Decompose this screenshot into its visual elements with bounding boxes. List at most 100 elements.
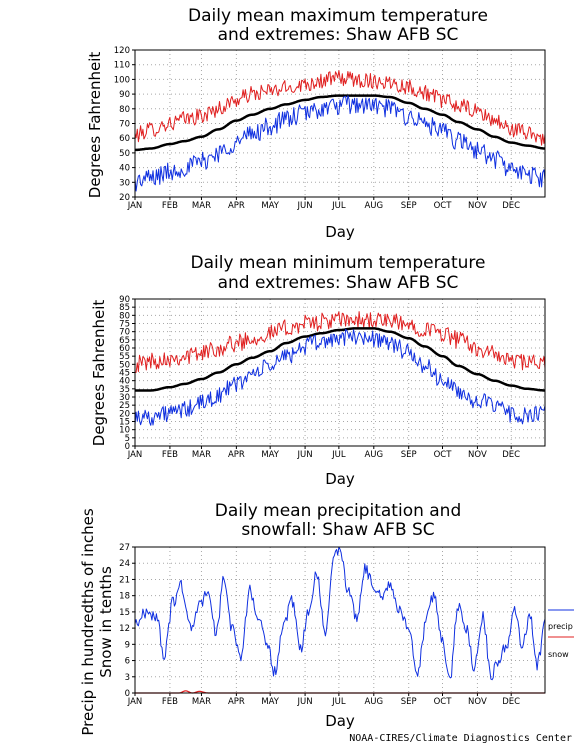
month-tick-label: SEP	[401, 450, 417, 460]
precip-legend: precip snow	[548, 609, 574, 659]
max-temp-y-ticks: 20 30 40 50 60 70 80 90 100 110 120	[114, 46, 135, 203]
month-tick-label: SEP	[401, 201, 417, 211]
tmax-mean-line	[134, 94, 546, 152]
month-tick-label: MAR	[192, 201, 211, 211]
y-tick-label: 65	[119, 336, 130, 346]
y-tick-label: 60	[119, 344, 130, 354]
month-tick-label: JUL	[331, 450, 346, 460]
max-temp-series	[134, 70, 546, 192]
min-temp-y-axis-label: Degrees Fahrenheit	[90, 300, 108, 447]
min-temp-month-ticks: JAN FEB MAR APR MAY JUN JUL AUG SEP OCT NOV DEC	[127, 446, 520, 460]
month-tick-label: MAY	[261, 450, 279, 460]
y-tick-label: 25	[119, 401, 130, 411]
precip-title-line-2: snowfall: Shaw AFB SC	[241, 520, 434, 540]
max-temp-title-line-1: Daily mean maximum temperature	[188, 6, 488, 26]
y-tick-label: 100	[114, 75, 130, 85]
tmax-min-line	[134, 95, 546, 192]
y-tick-label: 15	[119, 608, 130, 618]
y-tick-label: 0	[125, 689, 130, 699]
month-tick-label: OCT	[434, 697, 453, 707]
precipitation-panel: Daily mean precipitation and snowfall: S…	[79, 501, 574, 736]
y-tick-label: 20	[119, 193, 130, 203]
y-tick-label: 6	[125, 657, 130, 667]
y-tick-label: 75	[119, 320, 130, 330]
max-temp-plot-frame	[134, 49, 546, 198]
month-tick-label: JUN	[297, 201, 313, 211]
precip-y-axis-label-line-2: Snow in tenths	[97, 566, 115, 678]
month-tick-label: DEC	[502, 450, 520, 460]
month-tick-label: APR	[228, 697, 245, 707]
precip-precip-line	[134, 546, 546, 681]
tmin-min-line	[134, 328, 546, 426]
y-tick-label: 21	[119, 575, 130, 585]
max-temp-gridlines	[135, 50, 545, 197]
precip-title-line-1: Daily mean precipitation and	[215, 501, 462, 521]
precip-month-ticks: JAN FEB MAR APR MAY JUN JUL AUG SEP OCT NOV DEC	[127, 693, 520, 707]
min-temp-plot-frame	[134, 298, 546, 447]
month-tick-label: AUG	[364, 450, 383, 460]
precip-gridlines	[135, 547, 545, 693]
month-tick-label: JUL	[331, 201, 346, 211]
y-tick-label: 80	[119, 105, 130, 115]
max-temp-title-line-2: and extremes: Shaw AFB SC	[218, 25, 459, 45]
min-temp-title-line-2: and extremes: Shaw AFB SC	[218, 273, 459, 293]
month-tick-label: MAR	[192, 697, 211, 707]
min-temp-gridlines	[135, 299, 545, 446]
y-tick-label: 15	[119, 418, 130, 428]
y-tick-label: 27	[119, 543, 130, 553]
precip-series	[134, 546, 546, 694]
legend-snow-label: snow	[548, 650, 569, 659]
month-tick-label: FEB	[162, 697, 178, 707]
month-tick-label: JUN	[297, 450, 313, 460]
y-tick-label: 24	[119, 559, 130, 569]
month-tick-label: SEP	[401, 697, 417, 707]
y-tick-label: 60	[119, 134, 130, 144]
y-tick-label: 50	[119, 149, 130, 159]
month-tick-label: MAY	[261, 201, 279, 211]
y-tick-label: 90	[119, 90, 130, 100]
month-tick-label: APR	[228, 201, 245, 211]
legend-precip-label: precip	[548, 622, 573, 631]
y-tick-label: 3	[125, 673, 130, 683]
y-tick-label: 45	[119, 369, 130, 379]
y-tick-label: 12	[119, 624, 130, 634]
min-temp-x-axis-label: Day	[325, 470, 355, 488]
month-tick-label: FEB	[162, 201, 178, 211]
y-tick-label: 40	[119, 164, 130, 174]
precip-x-axis-label: Day	[325, 712, 355, 730]
y-tick-label: 30	[119, 178, 130, 188]
month-tick-label: AUG	[364, 697, 383, 707]
y-tick-label: 35	[119, 385, 130, 395]
y-tick-label: 70	[119, 328, 130, 338]
y-tick-label: 55	[119, 352, 130, 362]
y-tick-label: 70	[119, 120, 130, 130]
y-tick-label: 5	[125, 434, 130, 444]
month-tick-label: JAN	[127, 450, 143, 460]
y-tick-label: 80	[119, 311, 130, 321]
month-tick-label: OCT	[434, 201, 453, 211]
month-tick-label: APR	[228, 450, 245, 460]
min-temp-series	[134, 311, 546, 426]
month-tick-label: MAY	[261, 697, 279, 707]
tmax-max-line	[134, 70, 546, 146]
tmin-max-line	[134, 311, 546, 374]
month-tick-label: OCT	[434, 450, 453, 460]
month-tick-label: JUN	[297, 697, 313, 707]
month-tick-label: AUG	[364, 201, 383, 211]
month-tick-label: DEC	[502, 201, 520, 211]
min-temperature-panel: Daily mean minimum temperature and extre…	[90, 253, 546, 488]
month-tick-label: NOV	[468, 450, 487, 460]
y-tick-label: 30	[119, 393, 130, 403]
precip-y-ticks: 0 3 6 9 12 15 18 21 24 27	[119, 543, 135, 699]
max-temperature-panel: Daily mean maximum temperature and extre…	[86, 6, 546, 241]
y-tick-label: 120	[114, 46, 130, 56]
y-tick-label: 40	[119, 377, 130, 387]
y-tick-label: 10	[119, 426, 130, 436]
y-tick-label: 50	[119, 360, 130, 370]
month-tick-label: JAN	[127, 697, 143, 707]
tmin-mean-line	[134, 327, 546, 392]
y-tick-label: 9	[125, 640, 130, 650]
min-temp-title-line-1: Daily mean minimum temperature	[191, 253, 486, 273]
month-tick-label: NOV	[468, 697, 487, 707]
